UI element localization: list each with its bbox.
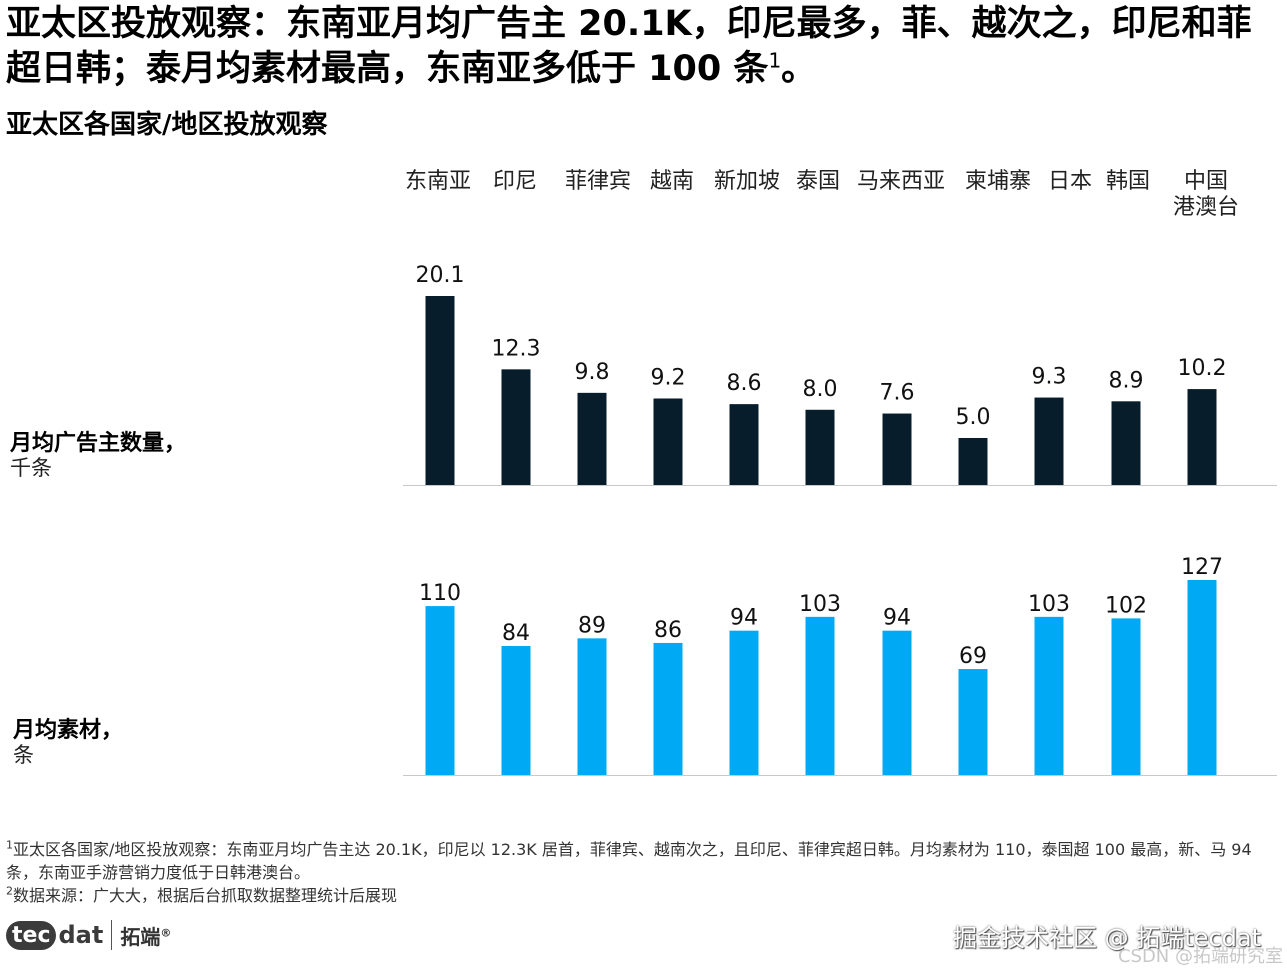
footnote-2: 2数据来源：广大大，根据后台抓取数据整理统计后展现 — [6, 884, 1286, 907]
category-label-10-line-1: 港澳台 — [1173, 195, 1239, 220]
category-label-8: 日本 — [1048, 169, 1092, 194]
advertisers-bar-10 — [1187, 389, 1217, 485]
creatives-value-label-1: 84 — [502, 621, 530, 646]
advertisers-value-label-9: 8.9 — [1109, 368, 1144, 393]
advertisers-value-label-0: 20.1 — [416, 263, 465, 288]
advertisers-value-label-8: 9.3 — [1032, 365, 1067, 390]
creatives-value-label-2: 89 — [578, 613, 606, 638]
creatives-bar-6 — [882, 630, 912, 775]
logo-bubble: tec — [6, 920, 57, 950]
creatives-bar-2 — [577, 638, 607, 775]
creatives-value-label-3: 86 — [654, 618, 682, 643]
creatives-value-label-7: 69 — [959, 644, 987, 669]
logo-divider — [111, 920, 113, 950]
category-label-1: 印尼 — [493, 169, 537, 194]
creatives-bar-10 — [1187, 580, 1217, 775]
watermark-juejin: 掘金技术社区 @ 拓端tecdat — [953, 924, 1261, 952]
creatives-value-label-5: 103 — [799, 592, 841, 617]
creatives-bar-5 — [805, 616, 835, 775]
creatives-value-label-4: 94 — [730, 606, 758, 631]
advertisers-bar-5 — [805, 409, 835, 485]
headline-footnote-ref: 1 — [768, 48, 782, 73]
category-label-3: 越南 — [650, 169, 694, 194]
creatives-value-label-10: 127 — [1181, 555, 1223, 580]
category-label-10-line-0: 中国 — [1184, 169, 1228, 194]
advertisers-bar-1 — [501, 369, 531, 485]
advertisers-bar-7 — [958, 437, 988, 485]
chart-subtitle: 亚太区各国家/地区投放观察 — [6, 110, 328, 140]
creatives-bar-1 — [501, 646, 531, 775]
creatives-bar-9 — [1111, 618, 1141, 775]
logo-cn-text: 拓端 — [120, 924, 161, 949]
advertisers-row-unit: 千条 — [10, 456, 52, 480]
category-label-0: 东南亚 — [405, 169, 471, 194]
tecdat-logo: tec dat 拓端® — [6, 912, 171, 958]
advertisers-value-label-5: 8.0 — [803, 377, 838, 402]
footnote-1-marker: 1 — [6, 838, 13, 852]
creatives-bar-4 — [729, 630, 759, 775]
creatives-row-label: 月均素材， — [12, 717, 123, 743]
advertisers-value-label-3: 9.2 — [651, 365, 686, 390]
logo-dat: dat — [58, 921, 104, 949]
advertisers-bar-3 — [653, 398, 683, 485]
creatives-bar-8 — [1034, 616, 1064, 775]
headline-text: 亚太区投放观察：东南亚月均广告主 20.1K，印尼最多，菲、越次之，印尼和菲超日… — [6, 4, 1252, 89]
footnote-2-text: 数据来源：广大大，根据后台抓取数据整理统计后展现 — [13, 886, 398, 905]
footnote-1: 1亚太区各国家/地区投放观察：东南亚月均广告主达 20.1K，印尼以 12.3K… — [6, 838, 1286, 884]
advertisers-value-label-10: 10.2 — [1178, 356, 1227, 381]
creatives-value-label-0: 110 — [419, 581, 461, 606]
logo-wordmark: tec dat — [6, 920, 104, 950]
advertisers-value-label-6: 7.6 — [880, 381, 915, 406]
watermark-csdn: CSDN @拓端研究室 — [1117, 946, 1283, 967]
logo-chinese-name: 拓端® — [120, 921, 171, 950]
category-label-6: 马来西亚 — [857, 169, 945, 194]
advertisers-bar-8 — [1034, 397, 1064, 485]
category-label-4: 新加坡 — [714, 169, 780, 194]
page-headline: 亚太区投放观察：东南亚月均广告主 20.1K，印尼最多，菲、越次之，印尼和菲超日… — [6, 2, 1281, 92]
advertisers-bar-2 — [577, 392, 607, 485]
footnote-2-marker: 2 — [6, 884, 13, 898]
advertisers-bar-9 — [1111, 401, 1141, 485]
category-label-7: 柬埔寨 — [965, 169, 1031, 194]
advertisers-row-label: 月均广告主数量， — [9, 430, 186, 456]
creatives-bar-3 — [653, 642, 683, 775]
headline-end: 。 — [781, 49, 817, 89]
footnotes: 1亚太区各国家/地区投放观察：东南亚月均广告主达 20.1K，印尼以 12.3K… — [6, 838, 1286, 907]
advertisers-bar-4 — [729, 404, 759, 485]
creatives-bar-0 — [425, 606, 455, 775]
advertisers-value-label-2: 9.8 — [575, 360, 610, 385]
creatives-row-unit: 条 — [13, 743, 34, 767]
advertisers-value-label-1: 12.3 — [492, 336, 541, 361]
advertisers-value-label-4: 8.6 — [727, 371, 762, 396]
footnote-1-text: 亚太区各国家/地区投放观察：东南亚月均广告主达 20.1K，印尼以 12.3K … — [6, 840, 1252, 882]
creatives-value-label-6: 94 — [883, 606, 911, 631]
logo-registered-mark: ® — [160, 925, 172, 939]
category-label-2: 菲律宾 — [565, 169, 631, 194]
category-label-5: 泰国 — [796, 169, 840, 194]
creatives-bar-7 — [958, 669, 988, 775]
creatives-value-label-9: 102 — [1105, 593, 1147, 618]
advertisers-bar-0 — [425, 296, 455, 485]
advertisers-bar-6 — [882, 413, 912, 485]
category-label-9: 韩国 — [1106, 169, 1150, 194]
creatives-value-label-8: 103 — [1028, 592, 1070, 617]
advertisers-value-label-7: 5.0 — [956, 405, 991, 430]
